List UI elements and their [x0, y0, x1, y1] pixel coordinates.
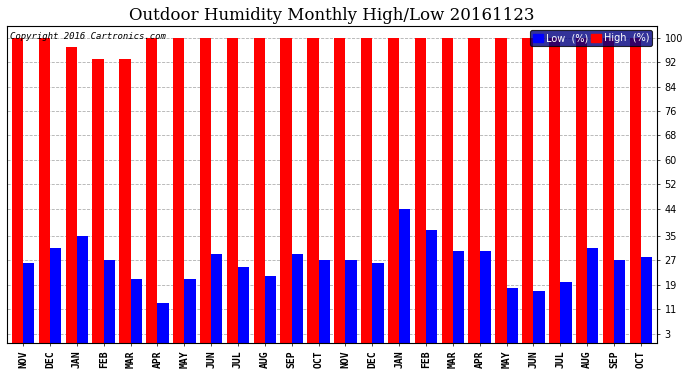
Bar — [265, 276, 276, 343]
Bar — [442, 38, 453, 343]
Bar — [130, 279, 142, 343]
Bar — [66, 47, 77, 343]
Bar — [361, 38, 373, 343]
Bar — [346, 260, 357, 343]
Bar — [453, 251, 464, 343]
Bar — [603, 38, 614, 343]
Bar — [549, 38, 560, 343]
Bar — [641, 257, 652, 343]
Legend: Low  (%), High  (%): Low (%), High (%) — [531, 30, 652, 46]
Bar — [50, 248, 61, 343]
Bar — [173, 38, 184, 343]
Bar — [495, 38, 506, 343]
Text: Copyright 2016 Cartronics.com: Copyright 2016 Cartronics.com — [10, 32, 166, 41]
Bar — [388, 38, 399, 343]
Bar — [480, 251, 491, 343]
Bar — [157, 303, 168, 343]
Title: Outdoor Humidity Monthly High/Low 20161123: Outdoor Humidity Monthly High/Low 201611… — [129, 7, 535, 24]
Bar — [319, 260, 330, 343]
Bar — [533, 291, 544, 343]
Bar — [469, 38, 480, 343]
Bar — [560, 282, 571, 343]
Bar — [399, 209, 411, 343]
Bar — [426, 230, 437, 343]
Bar — [307, 38, 319, 343]
Bar — [12, 38, 23, 343]
Bar — [211, 254, 222, 343]
Bar — [227, 38, 238, 343]
Bar — [104, 260, 115, 343]
Bar — [92, 59, 104, 343]
Bar — [253, 38, 265, 343]
Bar — [292, 254, 303, 343]
Bar — [614, 260, 625, 343]
Bar — [238, 267, 249, 343]
Bar — [146, 38, 157, 343]
Bar — [280, 38, 292, 343]
Bar — [200, 38, 211, 343]
Bar — [77, 236, 88, 343]
Bar — [23, 264, 34, 343]
Bar — [506, 288, 518, 343]
Bar — [415, 38, 426, 343]
Bar — [587, 248, 598, 343]
Bar — [184, 279, 195, 343]
Bar — [576, 38, 587, 343]
Bar — [373, 264, 384, 343]
Bar — [630, 38, 641, 343]
Bar — [119, 59, 130, 343]
Bar — [522, 38, 533, 343]
Bar — [334, 38, 346, 343]
Bar — [39, 38, 50, 343]
